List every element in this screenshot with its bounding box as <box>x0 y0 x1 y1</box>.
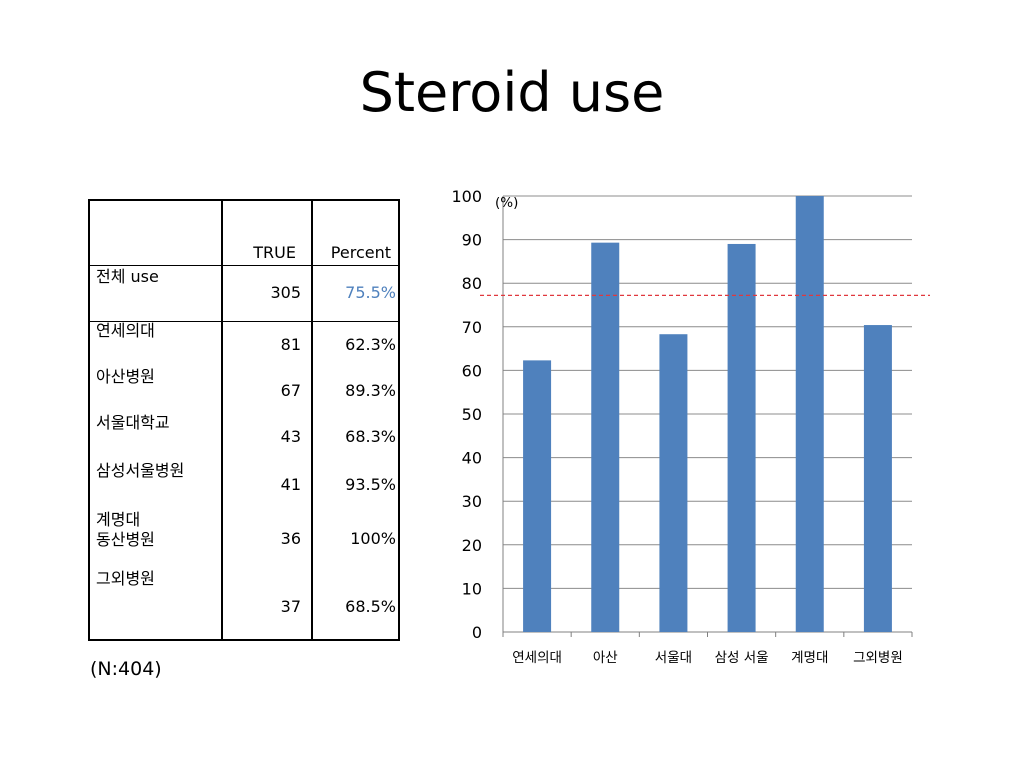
table-row-label: 서울대학교 <box>96 413 170 432</box>
table-row-percent: 68.5% <box>345 597 396 616</box>
table-row-label: 계명대 동산병원 <box>96 510 155 549</box>
y-tick-label: 100 <box>451 187 482 206</box>
bar <box>591 242 620 632</box>
bar <box>523 360 552 632</box>
table-row-label: 아산병원 <box>96 367 155 386</box>
x-category-label: 계명대 <box>791 650 828 666</box>
table-divider <box>221 201 223 639</box>
y-tick-label: 50 <box>462 405 482 424</box>
table-row-true: 43 <box>280 427 301 446</box>
table-row-percent: 89.3% <box>345 381 396 400</box>
y-unit-label: (%) <box>495 195 518 211</box>
table-row-true: 41 <box>280 475 301 494</box>
table-row-percent: 93.5% <box>345 475 396 494</box>
slide-title: Steroid use <box>359 61 665 124</box>
table-row-true: 37 <box>280 597 301 616</box>
y-tick-label: 60 <box>462 361 482 380</box>
table-row-true: 36 <box>280 529 301 548</box>
bar-chart: 0 10 20 30 40 50 60 70 80 90 100 연세의대 아산 서울대 삼성 서울 계명대 그… <box>451 187 930 666</box>
table-row-true: 67 <box>280 381 301 400</box>
table-header-percent: Percent <box>330 243 391 262</box>
table-divider <box>311 201 313 639</box>
y-tick-label: 20 <box>462 536 482 555</box>
table-header-true: TRUE <box>253 243 296 262</box>
table-row-percent: 62.3% <box>345 335 396 354</box>
x-category-label: 삼성 서울 <box>715 650 769 666</box>
table-divider <box>90 265 398 266</box>
x-category-label: 그외병원 <box>853 650 903 666</box>
y-tick-label: 30 <box>462 492 482 511</box>
data-table: TRUE Percent 전체 use 305 75.5% 연세의대 81 62… <box>88 199 400 641</box>
table-divider <box>90 321 398 322</box>
bar <box>659 334 688 632</box>
sample-size-label: (N:404) <box>90 658 162 680</box>
y-tick-label: 0 <box>472 623 482 642</box>
bar <box>795 196 824 632</box>
table-row-true: 81 <box>280 335 301 354</box>
x-category-label: 연세의대 <box>512 650 562 666</box>
y-tick-label: 80 <box>462 274 482 293</box>
x-category-label: 아산 <box>593 650 618 666</box>
table-row-label: 전체 use <box>96 267 159 286</box>
table-row-label: 그외병원 <box>96 569 155 588</box>
table-row-true: 305 <box>270 283 301 302</box>
x-category-label: 서울대 <box>655 650 692 666</box>
table-row-label: 연세의대 <box>96 321 155 340</box>
table-row-label: 삼성서울병원 <box>96 461 185 480</box>
y-tick-label: 40 <box>462 449 482 468</box>
table-row-percent: 100% <box>350 529 396 548</box>
y-tick-label: 10 <box>462 579 482 598</box>
bar <box>727 243 756 632</box>
table-row-percent: 75.5% <box>345 283 396 302</box>
y-tick-label: 90 <box>462 231 482 250</box>
bar <box>863 325 892 632</box>
table-row-percent: 68.3% <box>345 427 396 446</box>
y-tick-label: 70 <box>462 318 482 337</box>
